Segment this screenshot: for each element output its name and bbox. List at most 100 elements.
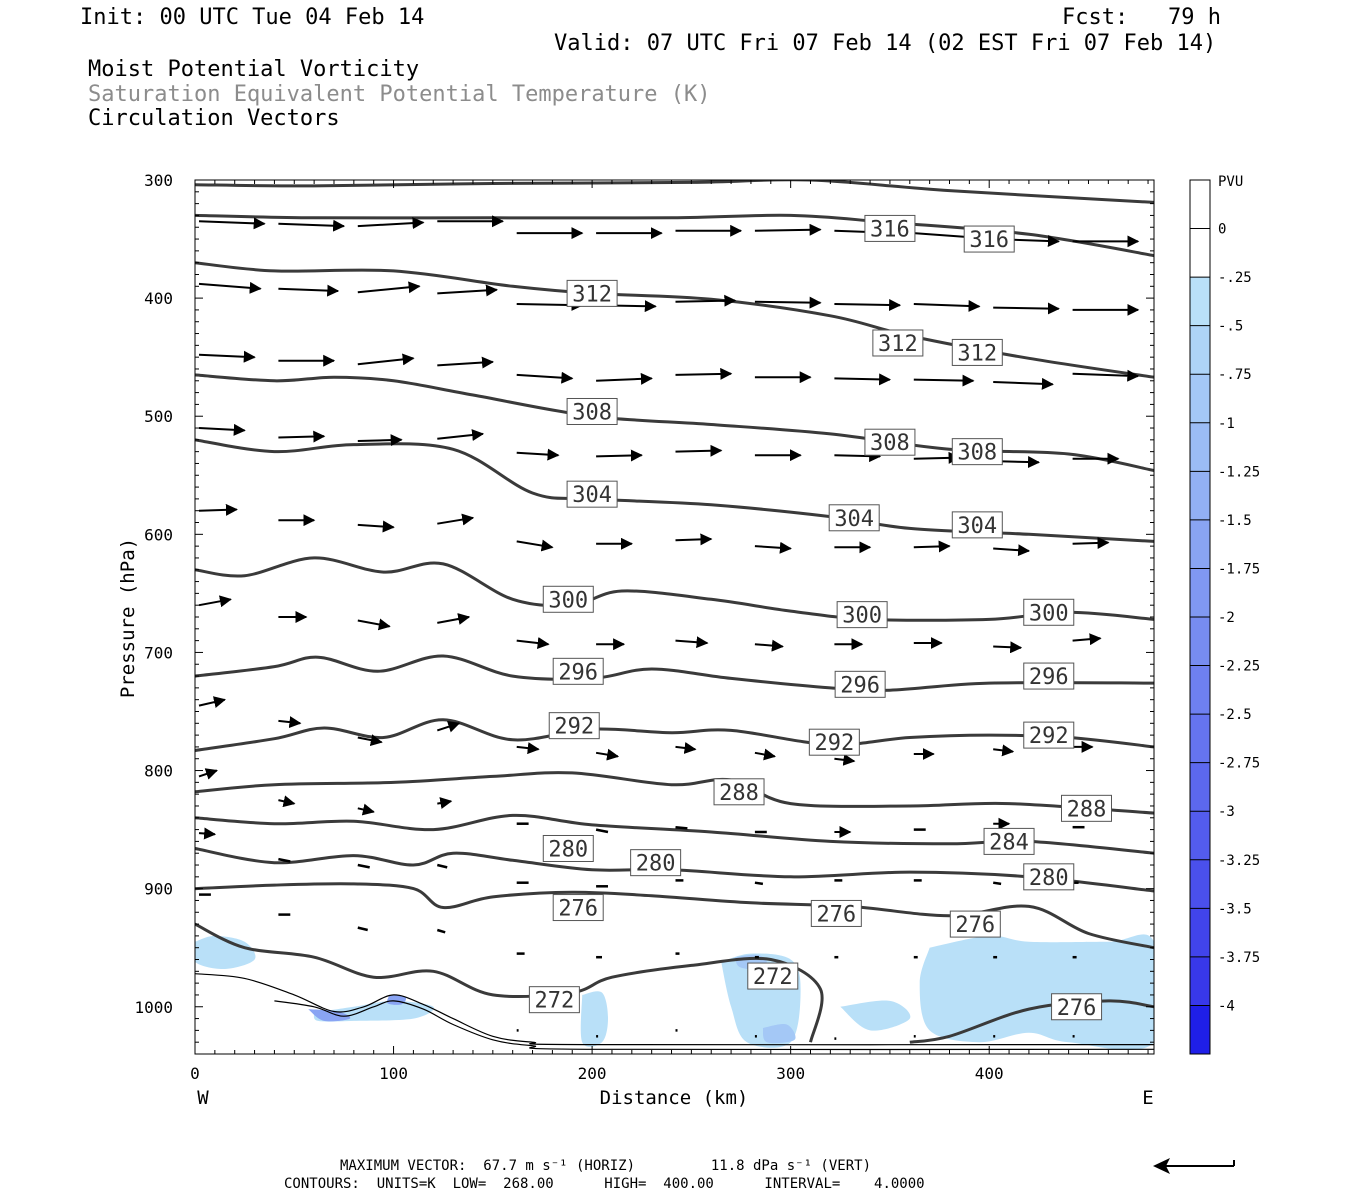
contour-label-box	[566, 279, 618, 307]
circulation-vector	[993, 744, 1015, 757]
colorbar-swatch	[1190, 325, 1210, 375]
circulation-vector	[596, 449, 643, 462]
contour-label-box	[1023, 598, 1075, 626]
colorbar-label: -1.75	[1218, 561, 1260, 577]
circulation-vector	[198, 281, 262, 294]
circulation-vector	[754, 748, 776, 761]
circulation-vector	[198, 350, 256, 363]
circulation-vector	[675, 636, 709, 649]
circulation-vector	[357, 434, 403, 447]
colorbar-swatch	[1190, 617, 1210, 667]
west-label: W	[197, 1087, 209, 1109]
init-time: Init: 00 UTC Tue 04 Feb 14	[80, 5, 425, 30]
circulation-vector	[278, 857, 291, 863]
circulation-vector	[516, 637, 550, 649]
contour-label-text: 300	[548, 588, 588, 613]
colorbar-swatch	[1190, 762, 1210, 812]
circulation-vector	[516, 371, 574, 384]
isentrope-288	[195, 771, 1154, 815]
contour-label: 304	[828, 504, 880, 532]
contour-label-box	[1023, 863, 1075, 891]
circulation-vector	[357, 863, 370, 869]
contour-label-box	[864, 214, 916, 242]
contour-label: 300	[836, 601, 888, 629]
contour-label-text: 304	[572, 483, 612, 508]
circulation-vector	[198, 827, 217, 840]
contour-label-box	[713, 778, 765, 806]
contour-label: 280	[542, 834, 594, 862]
contour-label-text: 312	[572, 282, 612, 307]
colorbar-label: -4	[1218, 998, 1235, 1014]
contour-label: 292	[808, 728, 860, 756]
circulation-vector	[436, 720, 461, 733]
valid-time: Valid: 07 UTC Fri 07 Feb 14 (02 EST Fri …	[554, 31, 1217, 56]
contour-label: 308	[864, 428, 916, 456]
isentrope-276	[909, 999, 1154, 1044]
colorbar-label: -3	[1218, 804, 1235, 820]
colorbar-swatch	[1190, 519, 1210, 569]
circulation-vector	[437, 613, 471, 625]
contour-label-box	[872, 329, 924, 357]
circulation-vector	[437, 429, 485, 441]
contour-label-box	[836, 601, 888, 629]
colorbar-swatch	[1190, 665, 1210, 715]
contour-label-box	[949, 910, 1001, 938]
circulation-vector	[675, 742, 697, 754]
title-mpv: Moist Potential Vorticity	[88, 57, 420, 82]
contour-label-box	[828, 504, 880, 532]
title-theta-es: Saturation Equivalent Potential Temperat…	[88, 82, 711, 107]
circulation-vector	[993, 302, 1060, 315]
contour-label: 304	[566, 480, 618, 508]
contour-label-text: 304	[834, 507, 874, 532]
y-tick-label: 400	[144, 289, 173, 308]
contour-label-text: 288	[719, 781, 759, 806]
colorbar-swatch	[1190, 374, 1210, 424]
circulation-vector	[993, 544, 1031, 557]
y-tick-label: 300	[144, 171, 173, 190]
circulation-vector	[834, 753, 856, 766]
y-tick-label: 800	[144, 762, 173, 781]
x-tick-label: 100	[379, 1064, 408, 1083]
contour-label: 304	[951, 511, 1003, 539]
y-tick-label: 1000	[134, 998, 173, 1017]
x-tick-label: 300	[776, 1064, 805, 1083]
circulation-vector	[198, 503, 238, 516]
colorbar-label: -2.75	[1218, 756, 1260, 772]
contour-label-text: 276	[816, 902, 856, 927]
circulation-vector	[357, 618, 391, 631]
contour-label-text: 284	[989, 830, 1029, 855]
title-vectors: Circulation Vectors	[88, 106, 340, 131]
colorbar-swatch	[1190, 228, 1210, 278]
contour-label-box	[548, 712, 600, 740]
isentrope-280	[195, 847, 1154, 893]
y-axis-label: Pressure (hPa)	[117, 538, 139, 698]
contour-label-box	[951, 511, 1003, 539]
colorbar-label: -1	[1218, 416, 1235, 432]
colorbar-swatch	[1190, 277, 1210, 327]
contour-label: 276	[810, 899, 862, 927]
isentrope-308	[195, 373, 1154, 472]
y-tick-label: 900	[144, 880, 173, 899]
pv-region	[919, 934, 1154, 1050]
contour-label-box	[834, 670, 886, 698]
colorbar-label: -3.25	[1218, 853, 1260, 869]
contour-label: 296	[552, 657, 604, 685]
circulation-vector	[198, 595, 232, 608]
circulation-vector	[278, 284, 340, 297]
x-tick-label: 200	[578, 1064, 607, 1083]
circulation-vector	[278, 430, 326, 443]
colorbar-swatch	[1190, 956, 1210, 1006]
contour-label-box	[963, 225, 1015, 253]
pv-region	[195, 935, 256, 970]
ground-line	[195, 973, 1154, 1046]
circulation-vector	[596, 372, 653, 385]
contour-label-box	[630, 849, 682, 877]
terrain-line	[274, 1000, 1154, 1051]
pv-region	[762, 1024, 796, 1044]
circulation-vector	[675, 444, 723, 457]
colorbar-label: -1.5	[1218, 513, 1252, 529]
contour-label-box	[552, 657, 604, 685]
colorbar-label: -.25	[1218, 270, 1252, 286]
circulation-vector	[1072, 536, 1110, 549]
circulation-vector	[198, 768, 218, 780]
